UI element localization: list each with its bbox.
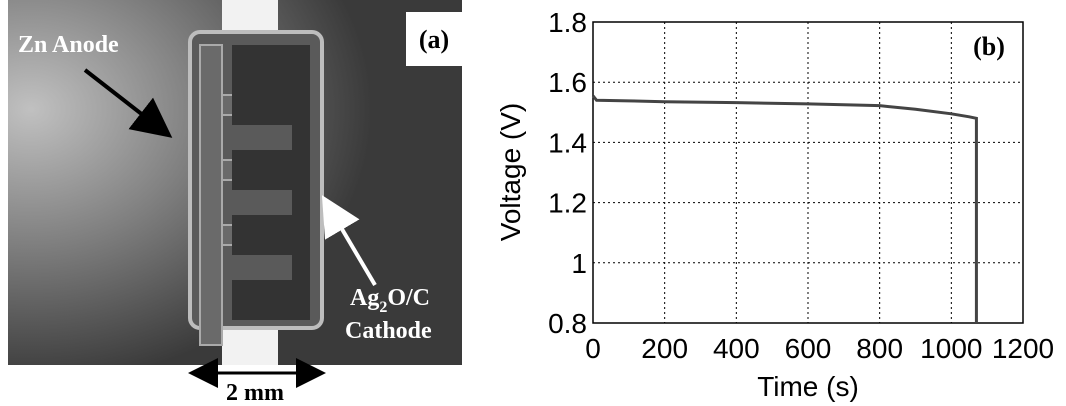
series-line (591, 94, 978, 323)
cathode-label: Ag2O/C (350, 285, 430, 316)
panel-label-box (958, 24, 1020, 66)
panel-label: (b) (973, 32, 1005, 61)
y-tick-label: 1.6 (548, 67, 587, 98)
cathode-label-part: Ag (350, 285, 379, 311)
panel-label-box (406, 12, 462, 66)
cathode-label-part: O/C (387, 285, 430, 311)
anode-arrow (83, 68, 173, 138)
x-tick-label: 600 (785, 333, 832, 364)
photo: (a) Zn Anode Ag2O/C Cathode (8, 0, 462, 365)
x-tick-label: 400 (713, 333, 760, 364)
x-tick-label: 1200 (992, 333, 1054, 364)
x-tick-label: 800 (856, 333, 903, 364)
scale-label: 2 mm (226, 380, 284, 406)
cathode-label-line2: Cathode (345, 318, 432, 344)
panel-label: (a) (419, 25, 449, 54)
y-tick-label: 1.8 (548, 7, 587, 38)
cathode-arrow (321, 195, 377, 287)
y-tick-label: 0.8 (548, 308, 587, 339)
x-tick-label: 200 (641, 333, 688, 364)
plot-frame (592, 21, 1024, 324)
chart: Voltage (V) Time (s) 0.8 1 1.2 1.4 1.6 1.8 0 20… (495, 7, 1054, 402)
cathode-comb (232, 45, 310, 320)
y-tick-label: 1.2 (548, 188, 587, 219)
y-tick-label: 1 (571, 248, 587, 279)
x-tick-label: 1000 (920, 333, 982, 364)
cathode-label-subscript: 2 (379, 299, 387, 316)
y-tick-label: 1.4 (548, 127, 587, 158)
anode-label: Zn Anode (18, 32, 119, 58)
y-axis-label: Voltage (V) (495, 103, 526, 242)
x-axis-label: Time (s) (757, 371, 859, 402)
x-tick-label: 0 (585, 333, 601, 364)
